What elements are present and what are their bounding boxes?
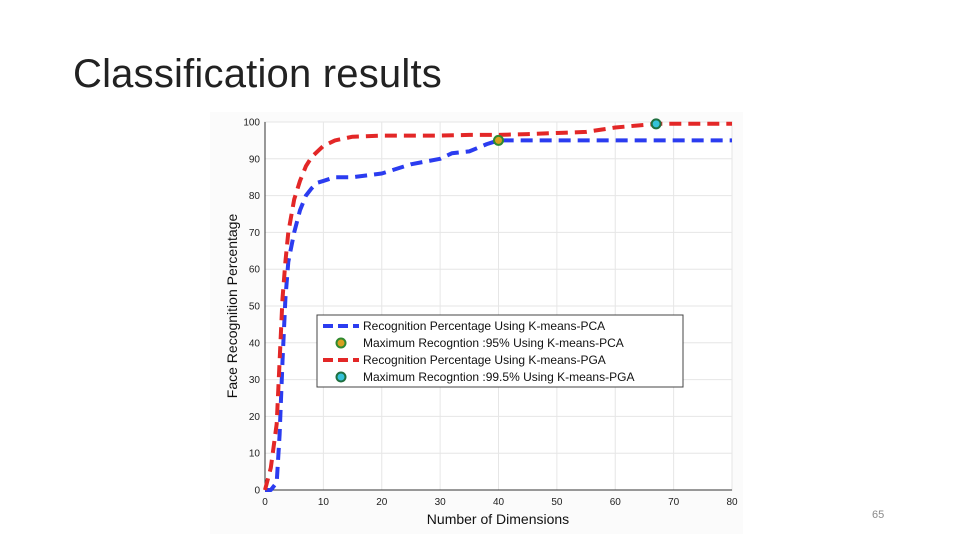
x-tick-label: 30: [435, 497, 447, 508]
pca-series-line: [265, 138, 732, 492]
x-tick-label: 0: [262, 497, 268, 508]
y-tick-label: 50: [249, 302, 261, 313]
y-tick-label: 30: [249, 375, 261, 386]
y-tick-label: 40: [249, 338, 261, 349]
legend-marker-swatch: [335, 337, 347, 349]
y-tick-label: 100: [243, 118, 260, 129]
slide-title: Classification results: [73, 52, 442, 96]
x-tick-label: 60: [610, 497, 622, 508]
pga-series-line: [263, 121, 732, 491]
pca-max-marker: [493, 134, 504, 146]
x-tick-label: 10: [318, 497, 330, 508]
x-axis-label: Number of Dimensions: [427, 511, 569, 527]
legend-entry-label: Recognition Percentage Using K-means-PCA: [363, 319, 605, 333]
marker-layer: [493, 118, 662, 146]
legend-box: [316, 314, 684, 388]
x-tick-label: 40: [493, 497, 505, 508]
legend-entry-label: Recognition Percentage Using K-means-PGA: [363, 353, 606, 367]
chart-figure: 0 10 20 30 40 50 60 70 80 0 10 20 30 40 50 60 70 80 90 100 …: [210, 112, 743, 534]
x-tick-label: 50: [551, 497, 563, 508]
pga-max-marker: [650, 118, 662, 130]
y-tick-label: 80: [249, 191, 261, 202]
line-chart: 0 10 20 30 40 50 60 70 800102030405060708090100 …: [224, 118, 738, 528]
y-tick-label: 90: [249, 154, 261, 165]
x-tick-label: 70: [668, 497, 680, 508]
x-tick-label: 80: [726, 497, 738, 508]
y-tick-label: 10: [249, 449, 261, 460]
x-tick-label: 20: [376, 497, 388, 508]
legend-marker-swatch: [335, 371, 347, 383]
y-tick-label: 20: [249, 412, 261, 423]
axes: 0 10 20 30 40 50 60 70 80 0 10 20 30 40 50 60 70 80 90 100: [243, 118, 738, 509]
y-tick-label: 60: [249, 265, 261, 276]
slide-number: 65: [872, 509, 885, 521]
legend-entry-label: Maximum Recogntion :95% Using K-means-PC…: [363, 336, 624, 350]
y-tick-label: 0: [254, 486, 260, 497]
legend: Recognition Percentage Using K-means-PCA…: [316, 314, 684, 388]
legend-entry-label: Maximum Recogntion :99.5% Using K-means-…: [363, 370, 634, 384]
y-tick-label: 70: [249, 228, 261, 239]
series-layer: [263, 121, 732, 492]
y-axis-label: Face Recognition Percentage: [224, 214, 240, 399]
